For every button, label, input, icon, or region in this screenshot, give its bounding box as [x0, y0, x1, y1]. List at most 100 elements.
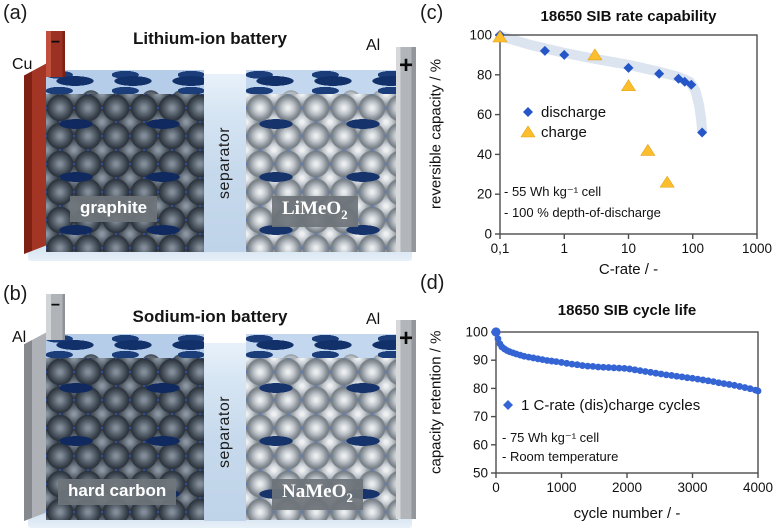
1-data-point [689, 374, 696, 382]
negative-collector-material: Al [12, 329, 27, 346]
y-tick-label: 40 [477, 147, 492, 162]
cathode-block [246, 94, 398, 252]
chart-c-x-axis-label: C-rate / - [598, 261, 659, 278]
y-tick-label: 100 [465, 325, 488, 340]
separator: separator [204, 74, 246, 252]
1-data-point [736, 383, 744, 390]
1-data-point [641, 368, 649, 375]
positive-collector-material: Al [366, 37, 381, 54]
1-data-point [620, 364, 628, 372]
1-data-point [563, 359, 571, 367]
chart-c-title: 18650 SIB rate capability [540, 8, 717, 25]
1-data-point [741, 384, 749, 391]
negative-terminal-tab: − [46, 294, 65, 340]
x-tick-label: 4000 [743, 480, 773, 495]
negative-collector-plate [24, 331, 49, 521]
1-data-point [610, 364, 618, 372]
legend-label: discharge [541, 104, 606, 121]
charge-data-point [640, 143, 656, 156]
minus-sign: − [50, 34, 61, 51]
1-data-point [652, 369, 660, 377]
panel-a-lithium-ion-battery: (a) Lithium-ion battery − Cu separator g… [0, 0, 418, 266]
y-tick-label: 60 [473, 437, 488, 452]
1-data-point [647, 368, 654, 376]
legend-marker [520, 125, 536, 138]
legend-marker [523, 107, 533, 117]
1-data-point [668, 372, 675, 379]
anode-top-face [46, 70, 204, 94]
annotation-text: - 55 Wh kg⁻¹ cell [504, 184, 601, 199]
x-tick-label: 0,1 [491, 241, 510, 256]
1-data-point [704, 377, 712, 385]
discharge-data-point [623, 62, 634, 73]
annotation-text: - 75 Wh kg⁻¹ cell [502, 430, 599, 445]
x-tick-label: 0 [492, 480, 500, 495]
1-data-point [699, 376, 707, 384]
y-tick-label: 80 [477, 67, 492, 82]
panel-label-c: (c) [420, 2, 444, 24]
1-data-point [746, 385, 754, 393]
legend-label: 1 C-rate (dis)charge cycles [521, 397, 700, 414]
discharge-data-point [686, 79, 697, 90]
1-data-point [605, 364, 613, 371]
cathode-top-face [246, 70, 398, 94]
discharge-data-point [697, 127, 708, 138]
y-tick-label: 80 [473, 381, 488, 396]
negative-collector-plate [24, 62, 49, 254]
x-tick-label: 100 [681, 241, 704, 256]
panel-label-d: (d) [420, 272, 445, 294]
positive-collector-plate [396, 320, 416, 519]
1-data-point [715, 379, 723, 387]
y-tick-label: 70 [473, 409, 488, 424]
discharge-data-point [539, 45, 550, 56]
1-data-point [594, 363, 602, 371]
cathode-label: NaMeO2 [272, 479, 363, 510]
x-tick-label: 1000 [742, 241, 772, 256]
separator-label: separator [216, 126, 233, 200]
battery-title: Lithium-ion battery [133, 29, 287, 48]
1-data-point [754, 387, 762, 395]
x-tick-label: 1 [560, 241, 568, 256]
panel-label-a: (a) [3, 2, 28, 24]
separator: separator [204, 343, 246, 521]
legend-marker [503, 400, 513, 410]
plus-sign: + [398, 52, 413, 79]
panel-label-b: (b) [3, 283, 28, 305]
1-data-point [579, 362, 586, 369]
negative-collector-material: Cu [12, 56, 33, 73]
y-tick-label: 50 [473, 466, 488, 481]
1-data-point [491, 327, 501, 337]
1-data-point [584, 362, 592, 370]
legend-label: charge [541, 124, 587, 141]
anode-label: graphite [70, 196, 158, 222]
cathode-formula-base: NaMeO [282, 481, 347, 502]
chart-d-title: 18650 SIB cycle life [557, 302, 697, 319]
1-data-point [631, 366, 639, 374]
1-data-point [600, 363, 607, 371]
y-tick-label: 90 [473, 353, 488, 368]
charge-data-point [587, 48, 603, 61]
1-data-point [731, 381, 738, 389]
x-tick-label: 1000 [546, 480, 576, 495]
x-tick-label: 10 [621, 241, 636, 256]
charge-data-point [659, 175, 675, 188]
y-tick-label: 60 [477, 107, 492, 122]
negative-terminal-tab: − [46, 31, 65, 77]
y-tick-label: 20 [477, 187, 492, 202]
1-data-point [720, 380, 728, 388]
charge-data-point [492, 30, 508, 43]
1-data-point [573, 361, 581, 369]
1-data-point [673, 372, 681, 380]
1-data-point [657, 370, 665, 378]
1-data-point [589, 363, 597, 370]
y-tick-label: 0 [484, 227, 492, 242]
panel-b-sodium-ion-battery: (b) Sodium-ion battery − Al separator ha… [0, 265, 418, 531]
1-data-point [725, 381, 733, 388]
annotation-text: - Room temperature [502, 449, 618, 464]
minus-sign: − [50, 297, 61, 314]
1-data-point [683, 374, 691, 382]
separator-label: separator [216, 395, 233, 469]
battery-title: Sodium-ion battery [132, 307, 288, 326]
